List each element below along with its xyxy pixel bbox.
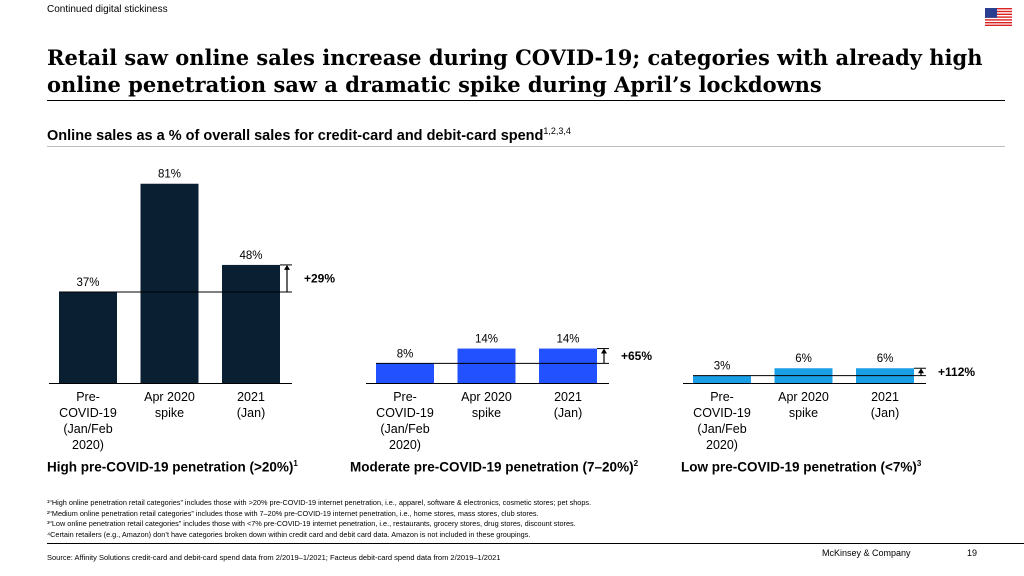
subtitle-footnote: 1,2,3,4 [543,126,571,136]
category-label-line: Apr 2020 [144,390,195,404]
group-label: Low pre-COVID-19 penetration (<7%)3 [681,459,921,475]
group-label-text: Low pre-COVID-19 penetration (<7%) [681,459,917,475]
divider [47,146,1005,147]
category-label-line: (Jan) [553,406,583,420]
group-footnote: 1 [293,459,298,468]
footnote: ³“Low online penetration retail categori… [47,519,576,528]
category-label-line: Pre- [393,390,417,404]
data-label: 48% [239,250,262,262]
category-label-line: (Jan/Feb [380,422,430,436]
bar [693,375,751,383]
bar [59,291,117,383]
data-label: 8% [397,348,414,360]
group-footnote: 3 [916,459,922,468]
group-label: High pre-COVID-19 penetration (>20%)1 [47,459,298,475]
group-label-text: Moderate pre-COVID-19 penetration (7–20%… [350,459,634,475]
page-number: 19 [967,548,978,558]
page-title: Retail saw online sales increase during … [47,45,983,97]
category-label: 2021 (Jan) [206,389,296,421]
chart-subtitle: Online sales as a % of overall sales for… [47,126,571,144]
category-label: Pre- COVID-19 (Jan/Feb 2020) [677,389,767,453]
category-label-line: COVID-19 [693,406,751,420]
us-flag-icon [985,8,1012,26]
category-label: 2021 (Jan) [523,389,613,421]
subtitle-text: Online sales as a % of overall sales for… [47,127,544,144]
footnotes: ¹“High online penetration retail categor… [47,498,591,540]
category-label-line: 2020) [389,438,421,452]
bar [539,348,597,383]
divider [47,100,1005,101]
category-label: Apr 2020 spike [125,389,215,421]
data-label: 14% [475,334,498,346]
data-label: 6% [795,353,812,365]
brand-name: McKinsey & Company [822,548,911,558]
arrow-head-icon [918,368,924,374]
category-label-line: COVID-19 [376,406,434,420]
category-label-line: Apr 2020 [461,390,512,404]
change-label: +29% [304,271,335,285]
category-label-line: 2021 [237,390,265,404]
category-label-line: spike [154,406,185,420]
bar [457,348,516,383]
bar [222,264,280,383]
data-label: 6% [877,353,894,365]
footnote: ²“Medium online penetration retail categ… [47,508,539,518]
category-label-line: (Jan) [236,406,266,420]
data-label: 81% [158,169,181,181]
category-label-line: 2021 [871,390,899,404]
category-label-line: (Jan) [870,406,900,420]
data-label: 37% [76,277,99,289]
group-footnote: 2 [633,459,639,468]
category-label-line: spike [471,406,502,420]
footnote: ⁴Certain retailers (e.g., Amazon) don’t … [47,529,531,539]
category-label-line: spike [788,406,819,420]
group-label-text: High pre-COVID-19 penetration (>20%) [47,459,294,475]
category-label-line: COVID-19 [59,406,117,420]
change-label: +65% [621,349,652,363]
category-label-line: 2020) [706,438,738,452]
category-label-line: Pre- [710,390,734,404]
category-label-line: (Jan/Feb [63,422,113,436]
category-label: Apr 2020 spike [759,389,849,421]
tracker-label: Continued digital stickiness [47,4,168,15]
group-label: Moderate pre-COVID-19 penetration (7–20%… [350,459,638,475]
bar [140,183,199,383]
footnote: ¹“High online penetration retail categor… [47,498,592,507]
category-label-line: (Jan/Feb [697,422,747,436]
category-label: Pre- COVID-19 (Jan/Feb 2020) [43,389,133,453]
category-label-line: Apr 2020 [778,390,829,404]
source-note: Source: Affinity Solutions credit-card a… [47,553,501,562]
category-label: 2021 (Jan) [840,389,930,421]
divider [47,543,1024,544]
category-label-line: 2021 [554,390,582,404]
category-label: Apr 2020 spike [442,389,532,421]
data-label: 14% [556,334,579,346]
category-label-line: 2020) [72,438,104,452]
arrow-head-icon [601,348,607,354]
category-label: Pre- COVID-19 (Jan/Feb 2020) [360,389,450,453]
arrow-head-icon [284,264,290,270]
data-label: 3% [714,361,731,373]
change-label: +112% [938,365,975,379]
bar [376,363,434,383]
category-label-line: Pre- [76,390,100,404]
